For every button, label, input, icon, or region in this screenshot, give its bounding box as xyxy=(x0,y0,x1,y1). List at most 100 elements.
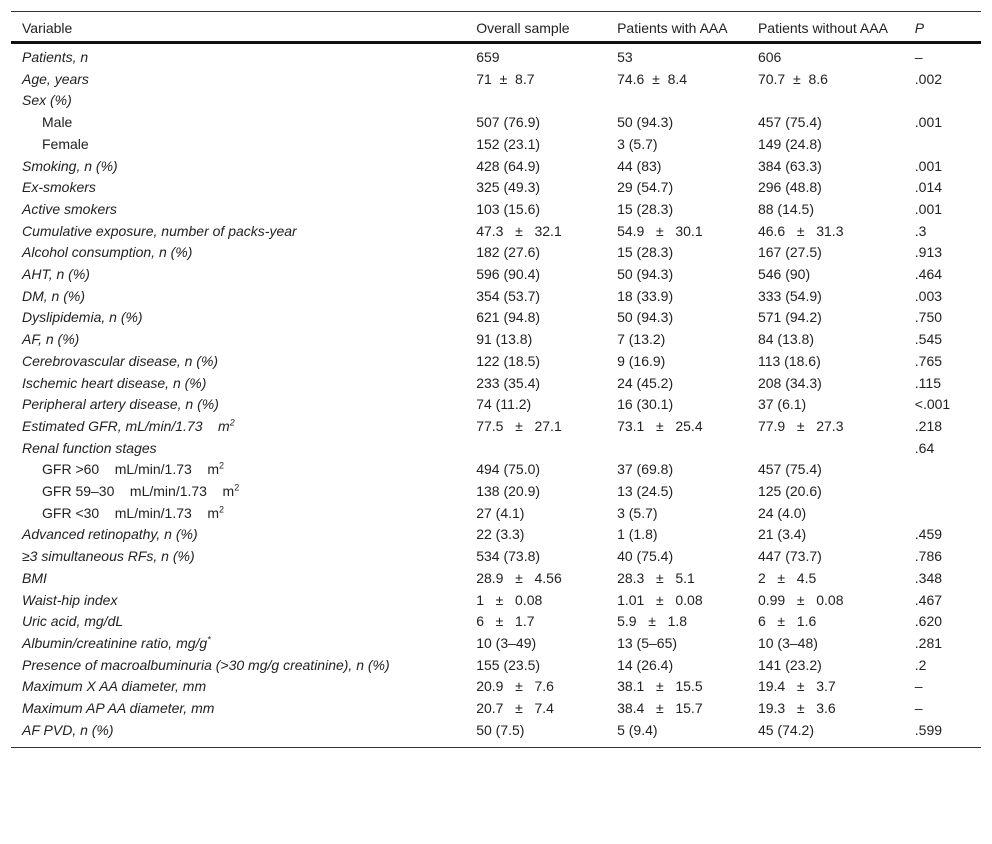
variable-label: BMI xyxy=(22,569,47,586)
variable-label: Smoking, n (%) xyxy=(22,157,118,174)
p-value-cell xyxy=(915,90,981,112)
variable-cell: ≥3 simultaneous RFs, n (%) xyxy=(11,546,476,568)
overall-sample-cell: 428 (64.9) xyxy=(476,157,541,174)
with-aaa-cell: 15 (28.3) xyxy=(617,200,674,217)
variable-label: Maximum X AA diameter, mm xyxy=(22,678,207,695)
variable-cell: Ischemic heart disease, n (%) xyxy=(11,373,476,395)
variable-label: Waist-hip index xyxy=(22,591,118,608)
with-aaa-cell: 74.6 ± 8.4 xyxy=(617,70,688,87)
variable-label: Estimated GFR, mL/min/1.73 m xyxy=(22,417,230,434)
without-aaa-cell: 70.7 ± 8.6 xyxy=(757,70,828,87)
with-aaa-cell: 1.01 ± 0.08 xyxy=(617,591,703,608)
p-value-cell: .003 xyxy=(914,287,943,304)
table-row: Active smokers 103 (15.6) 15 (28.3) 88 (14.… xyxy=(11,199,981,221)
variable-label: Sex (%) xyxy=(22,92,72,109)
table-row: GFR <30 mL/min/1.73 m2 27 (4.1) 3 (5.7) 24 … xyxy=(11,503,981,525)
variable-cell: Active smokers xyxy=(11,199,476,221)
overall-sample-cell: 596 (90.4) xyxy=(476,266,541,283)
overall-sample-cell: 74 (11.2) xyxy=(476,396,532,413)
with-aaa-cell: 40 (75.4) xyxy=(617,548,674,565)
variable-cell: Maximum X AA diameter, mm xyxy=(11,676,476,698)
superscript: 2 xyxy=(219,504,225,515)
without-aaa-cell: 19.3 ± 3.6 xyxy=(757,700,836,717)
variable-label: Peripheral artery disease, n (%) xyxy=(22,396,219,413)
header-variable: Variable xyxy=(22,20,73,36)
table-row: AF, n (%) 91 (13.8) 7 (13.2) 84 (13.8) .545 xyxy=(11,329,981,351)
overall-sample-cell: 10 (3–49) xyxy=(476,634,537,651)
p-value-cell xyxy=(915,459,981,481)
without-aaa-cell: 2 ± 4.5 xyxy=(757,569,817,586)
table-row: Patients, n 659 53 606 – xyxy=(11,43,981,69)
baseline-characteristics-table: Variable Overall sample Patients with AA… xyxy=(11,11,981,748)
table-row: Age, years 71 ± 8.7 74.6 ± 8.4 70.7 ± 8.6 .0… xyxy=(11,69,981,91)
overall-sample-cell: 20.7 ± 7.4 xyxy=(476,700,554,717)
table-body: Patients, n 659 53 606 – Age, years 71 ± 8.7 74… xyxy=(11,43,981,747)
p-value-cell xyxy=(915,134,981,156)
without-aaa-cell: 37 (6.1) xyxy=(757,396,807,413)
with-aaa-cell: 3 (5.7) xyxy=(617,504,658,521)
variable-cell: Waist-hip index xyxy=(11,590,476,612)
without-aaa-cell: 10 (3–48) xyxy=(757,634,818,651)
overall-sample-cell xyxy=(476,90,617,112)
p-value-cell xyxy=(915,503,981,525)
overall-sample-cell: 27 (4.1) xyxy=(476,504,525,521)
without-aaa-cell xyxy=(758,438,915,460)
table-row: Cumulative exposure, number of packs-yea… xyxy=(11,221,981,243)
p-value-cell: .2 xyxy=(914,656,927,673)
with-aaa-cell: 18 (33.9) xyxy=(617,287,674,304)
table-row: AF PVD, n (%) 50 (7.5) 5 (9.4) 45 (74.2) .59… xyxy=(11,720,981,747)
table-row: Female 152 (23.1) 3 (5.7) 149 (24.8) xyxy=(11,134,981,156)
variable-cell: Renal function stages xyxy=(11,438,476,460)
table-row: BMI 28.9 ± 4.56 28.3 ± 5.1 2 ± 4.5 .348 xyxy=(11,568,981,590)
p-value-cell: .115 xyxy=(914,374,941,391)
variable-label: Advanced retinopathy, n (%) xyxy=(22,526,198,543)
variable-label: Male xyxy=(42,114,73,131)
variable-cell: Cerebrovascular disease, n (%) xyxy=(11,351,476,373)
overall-sample-cell: 621 (94.8) xyxy=(476,309,541,326)
superscript: 2 xyxy=(234,482,240,493)
variable-cell: Ex-smokers xyxy=(11,177,476,199)
variable-cell: AF PVD, n (%) xyxy=(11,720,476,747)
p-value-cell: .014 xyxy=(914,179,943,196)
variable-cell: GFR >60 mL/min/1.73 m2 xyxy=(11,459,476,481)
p-value-cell: – xyxy=(914,49,923,65)
variable-cell: Presence of macroalbuminuria (>30 mg/g c… xyxy=(11,655,476,677)
with-aaa-cell: 53 xyxy=(617,49,633,65)
without-aaa-cell: 149 (24.8) xyxy=(757,135,822,152)
overall-sample-cell: 233 (35.4) xyxy=(476,374,541,391)
table-row: Maximum X AA diameter, mm 20.9 ± 7.6 38.1 … xyxy=(11,676,981,698)
without-aaa-cell: 457 (75.4) xyxy=(757,114,822,131)
with-aaa-cell: 54.9 ± 30.1 xyxy=(617,222,703,239)
without-aaa-cell: 457 (75.4) xyxy=(757,461,822,478)
variable-label: Maximum AP AA diameter, mm xyxy=(22,700,215,717)
variable-label: Ex-smokers xyxy=(22,179,96,196)
table-row: Renal function stages .64 xyxy=(11,438,981,460)
variable-cell: Cumulative exposure, number of packs-yea… xyxy=(11,221,476,243)
with-aaa-cell: 5.9 ± 1.8 xyxy=(617,613,688,630)
without-aaa-cell: 84 (13.8) xyxy=(757,331,815,348)
without-aaa-cell: 6 ± 1.6 xyxy=(757,613,817,630)
variable-cell: BMI xyxy=(11,568,476,590)
variable-cell: Advanced retinopathy, n (%) xyxy=(11,524,476,546)
overall-sample-cell: 659 xyxy=(476,49,500,65)
without-aaa-cell: 77.9 ± 27.3 xyxy=(757,417,844,434)
with-aaa-cell: 50 (94.3) xyxy=(617,266,674,283)
variable-label: Alcohol consumption, n (%) xyxy=(22,244,193,261)
without-aaa-cell: 606 xyxy=(757,49,782,65)
with-aaa-cell: 15 (28.3) xyxy=(617,244,674,261)
without-aaa-cell xyxy=(758,90,915,112)
header-p-value: P xyxy=(914,20,925,36)
overall-sample-cell: 182 (27.6) xyxy=(476,244,541,261)
with-aaa-cell: 50 (94.3) xyxy=(617,114,674,131)
variable-cell: Age, years xyxy=(11,69,476,91)
with-aaa-cell: 16 (30.1) xyxy=(617,396,674,413)
without-aaa-cell: 167 (27.5) xyxy=(757,244,822,261)
variable-label: Uric acid, mg/dL xyxy=(22,613,124,630)
overall-sample-cell: 494 (75.0) xyxy=(476,461,541,478)
p-value-cell: .913 xyxy=(914,244,943,261)
overall-sample-cell: 103 (15.6) xyxy=(476,200,541,217)
without-aaa-cell: 141 (23.2) xyxy=(757,656,822,673)
table-row: Maximum AP AA diameter, mm 20.7 ± 7.4 38.4… xyxy=(11,698,981,720)
overall-sample-cell: 71 ± 8.7 xyxy=(476,70,535,87)
variable-cell: Uric acid, mg/dL xyxy=(11,611,476,633)
